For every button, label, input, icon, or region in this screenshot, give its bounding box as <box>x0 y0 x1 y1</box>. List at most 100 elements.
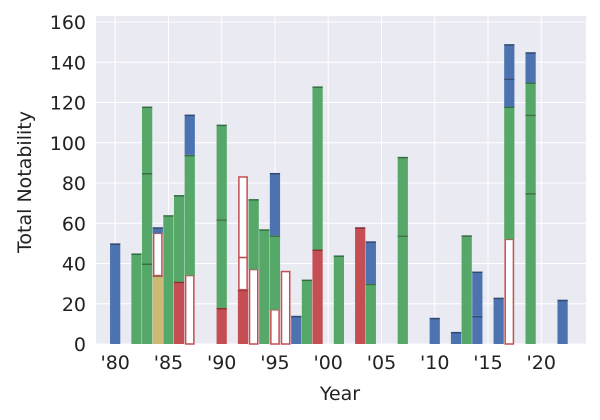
bar-stacks <box>110 44 568 345</box>
bar-segment <box>504 238 515 345</box>
y-tick-label: 160 <box>50 12 86 34</box>
x-tick-label: '20 <box>527 352 556 374</box>
bar-segment <box>355 227 366 344</box>
bar-segment <box>237 289 249 344</box>
bar-segment <box>450 331 462 344</box>
y-axis-label: Total Notability <box>14 111 36 254</box>
x-tick-label: '10 <box>420 352 449 374</box>
bar-segment <box>429 317 440 344</box>
bar-segment <box>472 271 483 316</box>
bar-segment <box>397 156 408 236</box>
x-tick-label: '90 <box>207 352 236 374</box>
y-tick-label: 80 <box>62 173 86 195</box>
x-tick-label: '05 <box>367 352 396 374</box>
bar-segment <box>248 199 259 270</box>
bar-segment <box>365 241 376 284</box>
bar-segment <box>131 253 142 344</box>
bar-segment <box>173 195 185 282</box>
bar-stack-1993 <box>248 199 259 345</box>
x-axis-label: Year <box>319 383 360 405</box>
bar-segment <box>142 106 153 173</box>
bar-stack-2016 <box>493 297 504 344</box>
bar-segment <box>259 229 270 344</box>
y-tick-label: 40 <box>62 254 86 276</box>
bar-stack-2004 <box>365 241 376 344</box>
bar-segment <box>248 268 259 345</box>
bar-segment <box>238 256 248 291</box>
x-tick-label: '85 <box>154 352 183 374</box>
bar-stack-2003 <box>355 227 366 344</box>
bar-stack-2010 <box>429 317 440 344</box>
y-tick-label: 20 <box>62 294 86 316</box>
y-tick-labels: 0 20 40 60 80 100 120 140 160 <box>50 12 86 356</box>
bar-stack-2012 <box>450 331 462 344</box>
bar-segment <box>184 154 195 276</box>
x-tick-label: '15 <box>473 352 502 374</box>
y-tick-label: 120 <box>50 93 86 115</box>
bar-stack-1986 <box>173 195 185 344</box>
bar-segment <box>557 299 568 344</box>
bar-stack-1998 <box>301 279 313 344</box>
bar-segment <box>142 172 153 264</box>
bar-stack-1995 <box>269 172 281 345</box>
x-tick-labels: '80 '85 '90 '95 '00 '05 '10 '15 '20 <box>100 352 555 374</box>
y-tick-label: 140 <box>50 52 86 74</box>
bar-segment <box>280 270 291 345</box>
bar-segment <box>312 249 323 344</box>
bar-stack-2013 <box>461 235 472 344</box>
bar-stack-1994 <box>259 229 270 344</box>
x-tick-label: '95 <box>260 352 289 374</box>
bar-segment <box>493 297 504 344</box>
bar-segment <box>238 176 248 259</box>
bar-stack-1996 <box>280 270 291 345</box>
bar-segment <box>504 78 515 107</box>
bar-segment <box>270 309 280 345</box>
bar-stack-1987 <box>184 114 195 345</box>
bar-segment <box>163 215 174 344</box>
bar-segment <box>397 235 408 344</box>
bar-segment <box>184 114 195 155</box>
bar-segment <box>504 106 515 240</box>
bar-segment <box>269 235 281 310</box>
bar-stack-1984 <box>152 227 163 344</box>
bar-segment <box>216 124 227 220</box>
bar-stack-2019 <box>525 52 536 344</box>
bar-segment <box>216 219 227 308</box>
bar-stack-1997 <box>291 315 302 344</box>
bar-segment <box>461 235 472 344</box>
bar-stack-1985 <box>163 215 174 344</box>
bar-segment <box>525 114 536 194</box>
bar-stack-1992 <box>237 176 249 344</box>
bar-segment <box>472 315 483 344</box>
bar-segment <box>301 279 313 344</box>
bar-segment <box>333 255 344 344</box>
bar-segment <box>269 172 281 236</box>
bar-segment <box>110 243 121 344</box>
bar-stack-2007 <box>397 156 408 344</box>
bar-segment <box>184 274 195 345</box>
bar-stack-2001 <box>333 255 344 344</box>
bar-segment <box>525 82 536 115</box>
bar-segment <box>525 52 536 83</box>
bar-stack-1990 <box>216 124 227 344</box>
bar-segment <box>365 283 376 344</box>
bar-stack-1983 <box>142 106 153 344</box>
bar-stack-1999 <box>312 86 323 344</box>
y-tick-label: 100 <box>50 133 86 155</box>
bar-stack-2022 <box>557 299 568 344</box>
bar-segment <box>173 281 185 344</box>
bar-stack-1982 <box>131 253 142 344</box>
y-tick-label: 60 <box>62 213 86 235</box>
bar-segment <box>312 86 323 250</box>
x-tick-label: '00 <box>314 352 343 374</box>
bar-segment <box>291 315 302 344</box>
bar-stack-2014 <box>472 271 483 344</box>
bar-segment <box>142 263 153 344</box>
bar-stack-2017 <box>504 44 515 345</box>
bar-segment <box>504 44 515 79</box>
bar-segment <box>152 227 163 234</box>
bar-stack-1980 <box>110 243 121 344</box>
bar-segment <box>152 275 163 344</box>
bar-segment <box>525 193 536 344</box>
